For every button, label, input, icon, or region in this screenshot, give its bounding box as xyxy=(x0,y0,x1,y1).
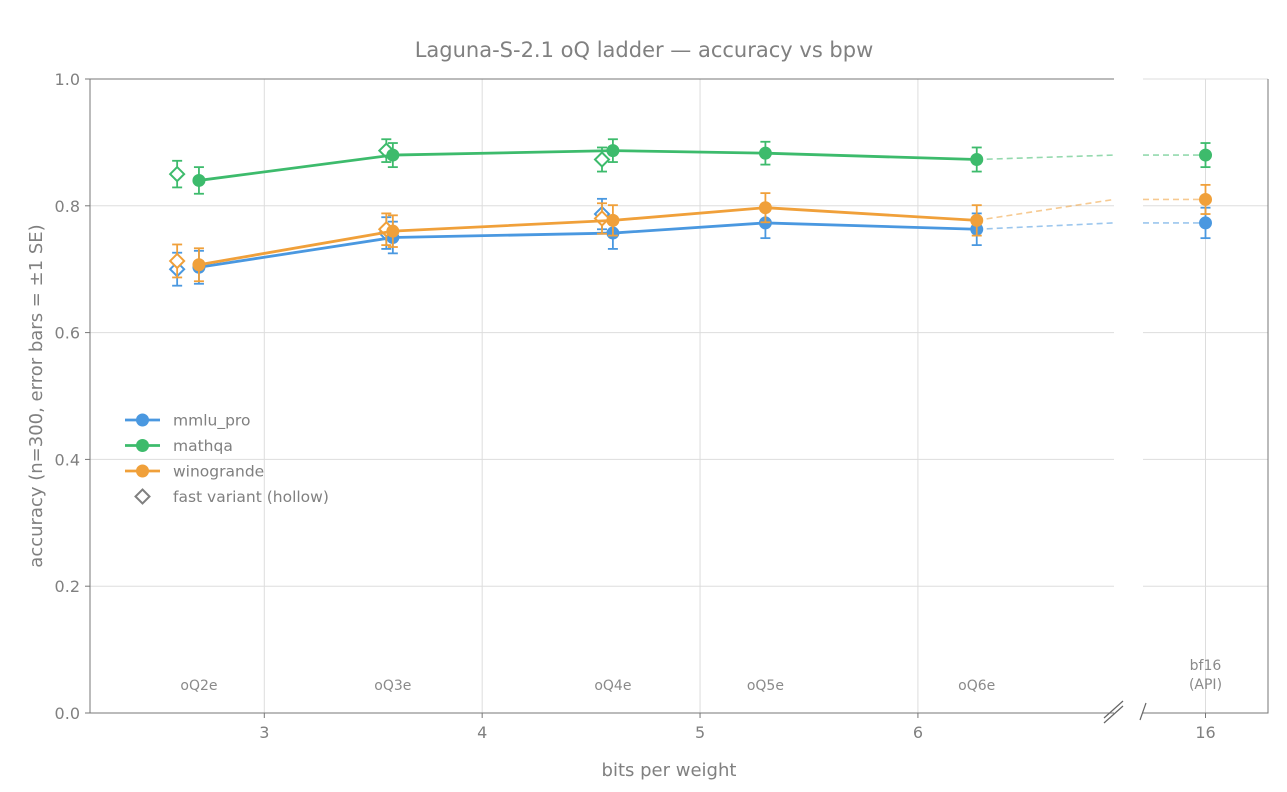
axis-ticks: 0.0 0.2 0.4 0.6 0.8 1.0 3 4 5 6 16 xyxy=(55,70,1216,742)
grid xyxy=(90,78,1268,714)
quant-label: oQ4e xyxy=(594,678,631,694)
data-point xyxy=(606,144,620,158)
data-point xyxy=(386,148,400,162)
axis-break-mark xyxy=(1103,700,1124,719)
y-tick-label: 0.4 xyxy=(55,450,80,469)
data-point xyxy=(758,146,772,160)
series-line xyxy=(198,206,977,267)
quant-label: oQ6e xyxy=(958,678,995,694)
y-axis-label: accuracy (n=300, error bars = ±1 SE) xyxy=(26,224,47,567)
data-point xyxy=(192,173,206,187)
main-panel-frame xyxy=(89,78,1114,714)
legend-marker-mmlu_pro xyxy=(136,413,149,427)
fast-variant-point xyxy=(168,165,186,183)
x-tick-label: 3 xyxy=(259,723,269,742)
reference-point xyxy=(1199,192,1212,206)
y-tick-label: 0.8 xyxy=(55,197,80,216)
quant-label-sub: (API) xyxy=(1189,677,1222,693)
legend-label-fast-variant: fast variant (hollow) xyxy=(173,488,329,506)
broken-panel-frame xyxy=(1143,79,1269,714)
y-tick-label: 0.0 xyxy=(55,704,80,723)
data-point xyxy=(192,258,206,272)
data-point xyxy=(606,213,620,227)
fast-variant-point xyxy=(168,252,186,270)
fast-variant-point xyxy=(593,151,611,168)
series-dashed-link xyxy=(976,154,1115,161)
series-dashed-link xyxy=(976,198,1115,222)
data-point xyxy=(386,224,400,238)
series-mathqa xyxy=(168,138,1212,195)
legend-marker-winogrande xyxy=(136,464,149,478)
axis-break-mark xyxy=(1103,705,1124,724)
data-point xyxy=(970,213,984,227)
y-tick-label: 1.0 xyxy=(55,70,80,89)
chart-title: Laguna-S-2.1 oQ ladder — accuracy vs bpw xyxy=(415,38,874,62)
y-tick-label: 0.2 xyxy=(55,577,80,596)
axis-break-mark xyxy=(1139,702,1147,721)
axes-frame xyxy=(89,78,1269,724)
x-tick-label: 5 xyxy=(695,723,705,742)
legend-marker-fast-variant xyxy=(134,488,151,505)
x-tick-label: 6 xyxy=(913,723,923,742)
series-line xyxy=(198,149,977,182)
series-winogrande xyxy=(168,183,1212,283)
legend-label-winogrande: winogrande xyxy=(173,463,264,481)
quant-labels: oQ2e oQ3e oQ4e oQ5e oQ6e bf16 (API) xyxy=(180,658,1222,694)
series xyxy=(168,138,1212,287)
y-tick-label: 0.6 xyxy=(55,324,80,343)
quant-label: oQ3e xyxy=(374,678,411,694)
legend-marker-mathqa xyxy=(136,439,149,452)
quant-label: oQ5e xyxy=(747,678,784,694)
x-tick-label-broken: 16 xyxy=(1195,723,1215,742)
data-point xyxy=(758,201,772,215)
reference-point xyxy=(1199,148,1212,162)
legend-label-mmlu_pro: mmlu_pro xyxy=(173,412,250,431)
series-dashed-link xyxy=(976,222,1115,231)
x-tick-label: 4 xyxy=(477,723,487,742)
legend-label-mathqa: mathqa xyxy=(173,437,233,455)
reference-point xyxy=(1199,216,1212,230)
x-axis-label: bits per weight xyxy=(602,760,737,781)
data-point xyxy=(970,153,984,167)
quant-label: oQ2e xyxy=(180,678,217,694)
quant-label: bf16 xyxy=(1190,658,1222,674)
